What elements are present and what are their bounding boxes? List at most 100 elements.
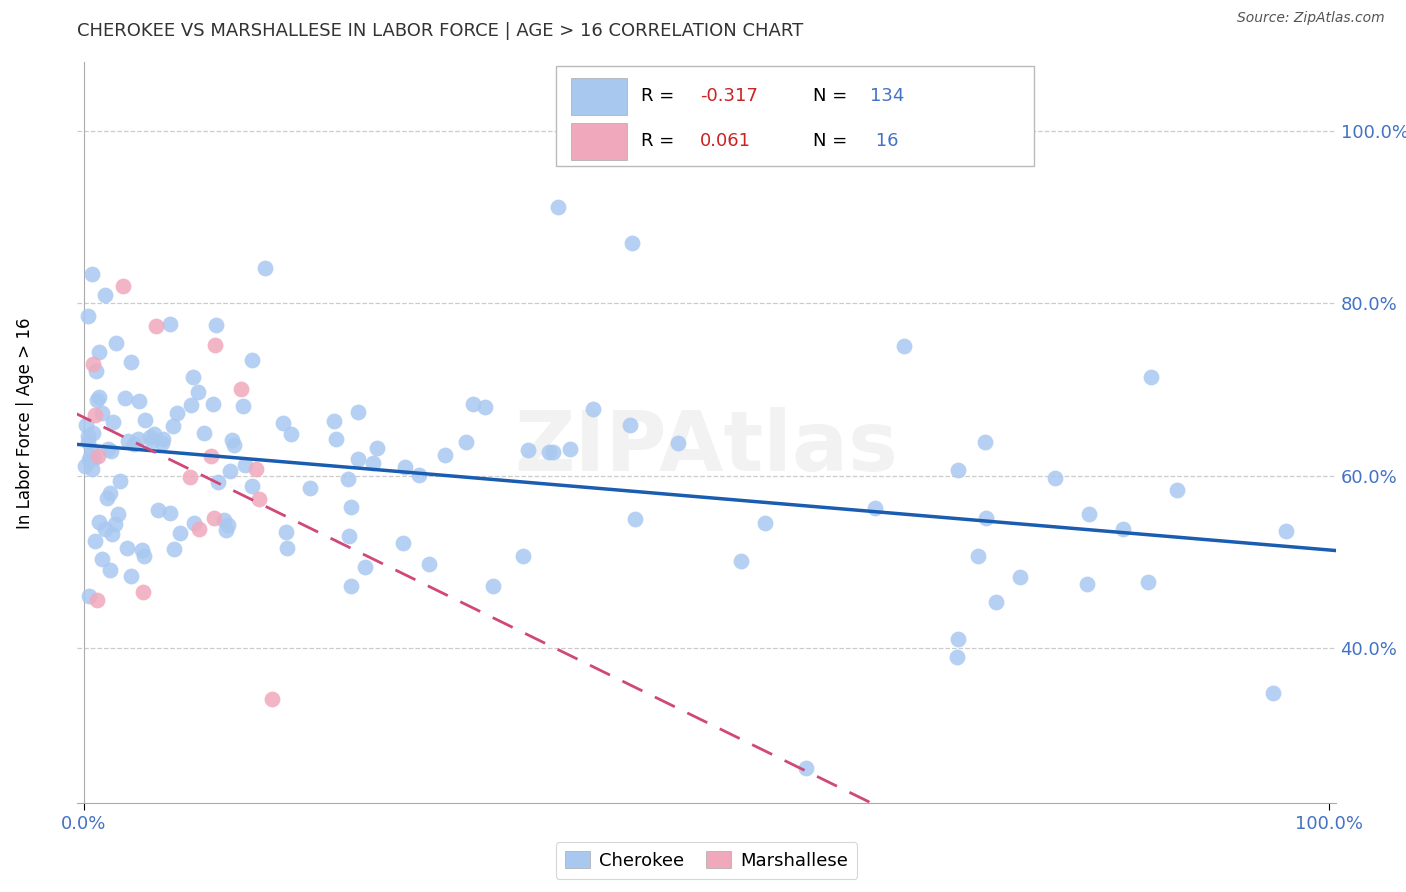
Point xyxy=(354,560,377,574)
Point xyxy=(132,585,155,599)
Point xyxy=(202,511,225,525)
Point xyxy=(84,409,107,423)
Point xyxy=(340,579,363,593)
Point xyxy=(181,370,204,384)
Point xyxy=(75,459,97,474)
Point xyxy=(1078,507,1101,521)
Point xyxy=(298,481,321,495)
Point xyxy=(394,460,416,475)
Point xyxy=(247,492,270,507)
Point xyxy=(474,400,496,414)
Point xyxy=(229,383,252,397)
Point xyxy=(276,541,298,556)
Point xyxy=(967,549,990,564)
Point xyxy=(162,419,184,434)
Point xyxy=(794,761,817,775)
Point xyxy=(621,236,644,251)
Point xyxy=(150,436,173,450)
Point xyxy=(180,398,202,412)
Point xyxy=(619,418,641,433)
Point xyxy=(84,533,107,548)
Point xyxy=(152,432,174,446)
Point xyxy=(84,364,107,378)
Point xyxy=(217,518,239,533)
Point xyxy=(159,317,181,331)
Point xyxy=(77,434,100,449)
Point xyxy=(347,452,370,467)
Point xyxy=(117,434,139,448)
Point xyxy=(139,430,162,444)
Point xyxy=(973,435,995,450)
Point xyxy=(280,427,302,442)
Point xyxy=(108,474,131,488)
Point xyxy=(347,405,370,419)
Point xyxy=(82,425,104,440)
Point xyxy=(101,415,124,429)
Point xyxy=(114,391,136,405)
Point xyxy=(207,475,229,490)
Point xyxy=(1076,576,1098,591)
Point xyxy=(93,288,115,302)
Point xyxy=(77,453,100,467)
Point xyxy=(134,413,156,427)
Point xyxy=(547,200,569,214)
Point xyxy=(94,522,117,536)
Point xyxy=(1166,483,1188,497)
Point xyxy=(754,516,776,530)
Point xyxy=(87,515,110,529)
Point xyxy=(169,526,191,541)
Point xyxy=(104,517,127,532)
Point xyxy=(86,593,108,607)
Point xyxy=(120,355,142,369)
Point xyxy=(128,394,150,409)
Point xyxy=(946,650,969,665)
Point xyxy=(204,338,226,352)
Point xyxy=(77,589,100,603)
Point xyxy=(202,397,225,411)
Point xyxy=(115,541,138,555)
Point xyxy=(558,442,581,456)
Point xyxy=(222,438,245,452)
Bar xyxy=(571,78,627,115)
Point xyxy=(948,632,970,646)
Text: N =: N = xyxy=(814,87,853,105)
Text: ZIPAtlas: ZIPAtlas xyxy=(515,407,898,488)
Point xyxy=(221,434,243,448)
Point xyxy=(82,357,104,371)
Point xyxy=(96,491,118,505)
Point xyxy=(91,405,114,419)
Point xyxy=(1112,522,1135,536)
Point xyxy=(336,473,359,487)
Point xyxy=(111,279,134,293)
Point xyxy=(212,513,235,527)
Point xyxy=(946,463,969,477)
Point xyxy=(159,506,181,520)
Point xyxy=(1045,470,1067,484)
Point xyxy=(512,549,534,564)
Point xyxy=(187,385,209,400)
Point xyxy=(456,434,478,449)
Point xyxy=(323,414,346,428)
Point xyxy=(366,441,388,455)
Point xyxy=(86,392,108,407)
Legend: Cherokee, Marshallese: Cherokee, Marshallese xyxy=(555,842,858,879)
Point xyxy=(984,595,1007,609)
Point xyxy=(83,450,105,465)
Point xyxy=(482,579,505,593)
Point xyxy=(131,542,153,557)
Point xyxy=(434,448,457,462)
Text: In Labor Force | Age > 16: In Labor Force | Age > 16 xyxy=(17,318,34,530)
Point xyxy=(1261,686,1284,700)
Point xyxy=(142,427,165,442)
Point xyxy=(77,309,100,323)
Point xyxy=(163,541,186,556)
Point xyxy=(325,432,347,446)
Text: 16: 16 xyxy=(870,132,898,150)
Point xyxy=(97,442,120,456)
Point xyxy=(730,553,752,567)
Point xyxy=(863,500,886,515)
Point xyxy=(107,508,129,522)
Point xyxy=(974,510,997,524)
Point xyxy=(254,261,277,276)
Point xyxy=(79,450,101,464)
